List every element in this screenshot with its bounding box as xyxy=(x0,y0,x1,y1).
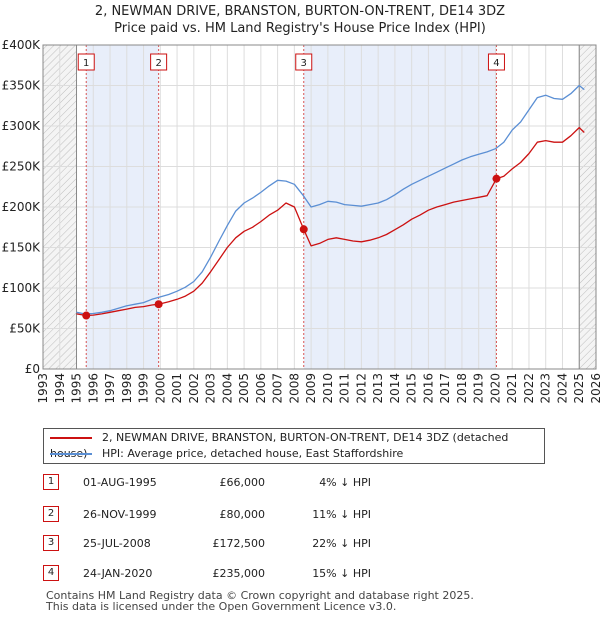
sale-marker-box xyxy=(295,53,313,71)
sale-date: 24-JAN-2020 xyxy=(83,567,153,580)
x-tick-label: 1996 xyxy=(86,373,100,404)
x-tick-label: 2009 xyxy=(304,373,318,404)
legend-item-property: 2, NEWMAN DRIVE, BRANSTON, BURTON-ON-TRE… xyxy=(50,430,544,460)
sale-marker-box xyxy=(487,53,505,71)
sale-price: £80,000 xyxy=(219,508,266,521)
x-tick-label: 2025 xyxy=(572,373,586,404)
price-chart: 1 2 3 4 £0 £50K £100K £150K £200K £250K £300K £350K… xyxy=(2,38,600,404)
title-line-1: 2, NEWMAN DRIVE, BRANSTON, BURTON-ON-TRE… xyxy=(94,4,506,19)
y-tick-label: £50K xyxy=(9,322,41,336)
sale-marker-label: 1 xyxy=(83,58,89,69)
y-tick-label: £250K xyxy=(2,160,42,174)
sale-price: £235,000 xyxy=(212,567,266,580)
sale-marker-label: 3 xyxy=(301,58,307,69)
sale-row: 4 24-JAN-2020 £235,000 15% ↓ HPI xyxy=(43,565,563,583)
legend-label-hpi: HPI: Average price, detached house, East… xyxy=(102,447,404,460)
x-tick-label: 2017 xyxy=(438,373,452,404)
x-tick-label: 2011 xyxy=(338,373,352,404)
x-tick-label: 1995 xyxy=(70,373,84,404)
y-tick-label: £150K xyxy=(2,241,42,255)
x-tick-label: 2012 xyxy=(354,373,368,404)
x-tick-label: 2013 xyxy=(371,373,385,404)
x-tick-label: 1994 xyxy=(53,373,67,404)
x-tick-label: 2001 xyxy=(170,373,184,404)
sale-hpi-delta: 22% ↓ HPI xyxy=(312,537,371,550)
x-tick-label: 2008 xyxy=(287,373,301,404)
x-tick-label: 1993 xyxy=(36,373,50,404)
x-tick-label: 2015 xyxy=(405,373,419,404)
x-tick-label: 2007 xyxy=(271,373,285,404)
sale-point xyxy=(154,300,163,309)
sale-number-badge: 2 xyxy=(43,506,59,522)
sale-price: £66,000 xyxy=(219,476,266,489)
title-line-2: Price paid vs. HM Land Registry's House … xyxy=(114,21,486,36)
sale-hpi-delta: 4% ↓ HPI xyxy=(319,476,371,489)
sale-marker-box xyxy=(77,53,95,71)
x-tick-label: 1999 xyxy=(137,373,151,404)
sale-date: 01-AUG-1995 xyxy=(83,476,157,489)
y-tick-label: £400K xyxy=(2,38,42,52)
chart-title: 2, NEWMAN DRIVE, BRANSTON, BURTON-ON-TRE… xyxy=(0,3,600,37)
x-tick-label: 2019 xyxy=(472,373,486,404)
x-tick-label: 2014 xyxy=(388,373,402,404)
plot-frame xyxy=(42,44,597,370)
footer: Contains HM Land Registry data © Crown c… xyxy=(46,590,474,612)
hpi-line xyxy=(76,84,585,315)
x-tick-label: 2000 xyxy=(153,373,167,404)
sale-marker-label: 4 xyxy=(493,58,499,69)
sale-point xyxy=(492,174,501,183)
x-tick-label: 2021 xyxy=(505,373,519,404)
legend-item-hpi: HPI: Average price, detached house, East… xyxy=(50,446,403,462)
x-tick-label: 2026 xyxy=(589,373,600,404)
sale-row: 3 25-JUL-2008 £172,500 22% ↓ HPI xyxy=(43,535,563,553)
y-tick-label: £100K xyxy=(2,281,42,295)
y-tick-label: £350K xyxy=(2,79,42,93)
x-tick-label: 2022 xyxy=(522,373,536,404)
x-tick-label: 2018 xyxy=(455,373,469,404)
sale-point xyxy=(82,311,91,320)
sale-hpi-delta: 11% ↓ HPI xyxy=(312,508,371,521)
sale-number-badge: 1 xyxy=(43,474,59,490)
sale-date: 26-NOV-1999 xyxy=(83,508,157,521)
x-tick-label: 2002 xyxy=(187,373,201,404)
x-tick-label: 1998 xyxy=(120,373,134,404)
sale-point xyxy=(299,225,308,234)
x-tick-label: 1997 xyxy=(103,373,117,404)
x-tick-label: 2020 xyxy=(488,373,502,404)
x-tick-label: 2004 xyxy=(220,373,234,404)
sale-marker-box xyxy=(150,53,168,71)
sale-number-badge: 4 xyxy=(43,565,59,581)
legend-line-property xyxy=(50,437,92,439)
x-tick-label: 2006 xyxy=(254,373,268,404)
footer-copyright: Contains HM Land Registry data © Crown c… xyxy=(46,589,474,602)
legend-line-hpi xyxy=(50,453,92,455)
legend: 2, NEWMAN DRIVE, BRANSTON, BURTON-ON-TRE… xyxy=(43,428,545,464)
x-tick-label: 2023 xyxy=(539,373,553,404)
sale-marker-label: 2 xyxy=(155,58,161,69)
x-tick-label: 2010 xyxy=(321,373,335,404)
y-tick-label: £0 xyxy=(25,362,40,376)
sale-row: 1 01-AUG-1995 £66,000 4% ↓ HPI xyxy=(43,474,563,492)
sale-date: 25-JUL-2008 xyxy=(83,537,151,550)
x-tick-label: 2016 xyxy=(421,373,435,404)
sale-number-badge: 3 xyxy=(43,535,59,551)
footer-licence: This data is licensed under the Open Gov… xyxy=(46,600,397,613)
y-tick-label: £300K xyxy=(2,119,42,133)
sale-hpi-delta: 15% ↓ HPI xyxy=(312,567,371,580)
y-tick-label: £200K xyxy=(2,200,42,214)
x-tick-label: 2024 xyxy=(555,373,569,404)
sale-price: £172,500 xyxy=(212,537,266,550)
x-tick-label: 2003 xyxy=(204,373,218,404)
x-tick-label: 2005 xyxy=(237,373,251,404)
sale-row: 2 26-NOV-1999 £80,000 11% ↓ HPI xyxy=(43,506,563,524)
